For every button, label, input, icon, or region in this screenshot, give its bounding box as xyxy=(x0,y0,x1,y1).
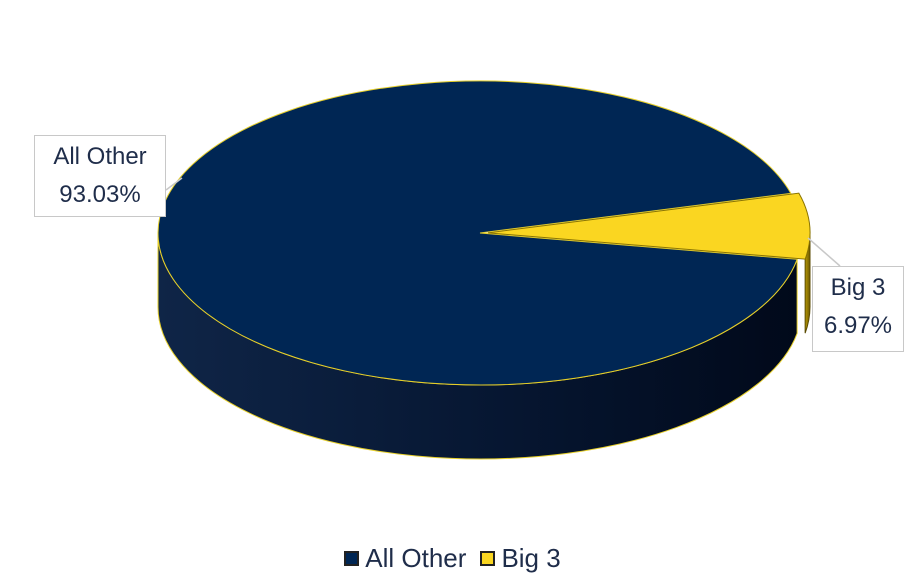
legend-swatch-big3 xyxy=(480,550,496,566)
leader-line-all-other xyxy=(165,177,183,191)
legend-item-big3: Big 3 xyxy=(480,542,561,574)
legend-item-all-other: All Other xyxy=(344,543,466,574)
slice-big3 xyxy=(487,192,811,260)
leader-line-big3 xyxy=(807,237,841,267)
legend-label-big3: Big 3 xyxy=(501,542,561,573)
data-label-big3-name: Big 3 xyxy=(830,274,886,301)
data-label-all-other: All Other 93.03% xyxy=(34,135,166,217)
data-label-big3: Big 3 6.97% xyxy=(812,266,904,352)
data-label-big3-value: 6.97% xyxy=(823,312,893,339)
data-label-all-other-value: 93.03% xyxy=(59,181,141,208)
data-label-all-other-name: All Other xyxy=(53,143,147,170)
legend-swatch-all-other xyxy=(344,550,360,566)
legend-label-all-other: All Other xyxy=(365,542,467,573)
slice-all-other xyxy=(157,80,798,386)
chart-legend: All Other Big 3 xyxy=(0,538,905,578)
